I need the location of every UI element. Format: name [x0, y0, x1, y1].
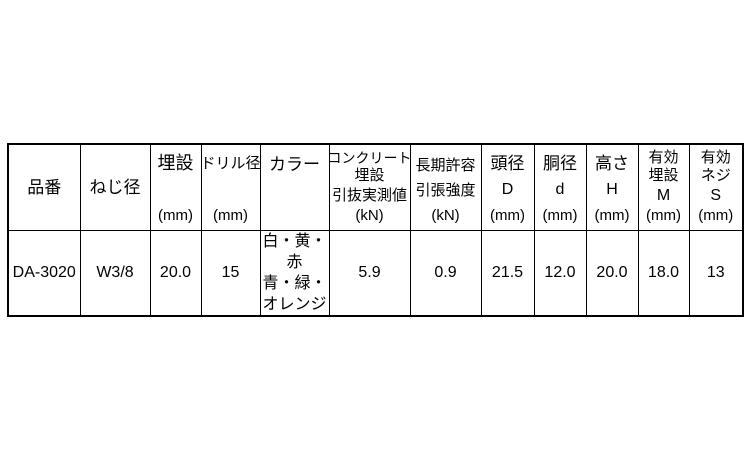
cell-part-no: DA-3020: [7, 229, 81, 316]
col-header-head-diameter: 頭径 D (mm): [480, 143, 535, 231]
cell-color-line1: 白・黄・赤: [262, 232, 327, 271]
col-header-effective-embed-line2: 埋設: [648, 167, 679, 185]
col-header-longterm-tensile: 長期許容 引張強度 (kN): [409, 143, 482, 231]
col-header-height-label: 高さ: [595, 154, 629, 174]
col-header-longterm-tensile-unit: (kN): [431, 207, 460, 225]
col-header-concrete-pullout-top: コンクリート 埋設: [329, 149, 410, 185]
col-header-concrete-pullout-line2: 埋設: [354, 167, 385, 185]
cell-height: 20.0: [585, 229, 639, 316]
col-header-screw-diameter-label: ねじ径: [89, 177, 141, 197]
col-header-body-diameter: 胴径 d (mm): [533, 143, 587, 231]
col-header-head-diameter-label: 頭径: [490, 154, 525, 174]
cell-longterm-tensile: 0.9: [409, 229, 482, 316]
col-header-part-no-label: 品番: [27, 177, 62, 197]
col-header-effective-thread-line1: 有効: [700, 149, 731, 167]
cell-embed-depth: 20.0: [149, 229, 202, 316]
cell-screw-diameter: W3/8: [79, 229, 151, 316]
spec-table: 品番 ねじ径 埋設 (mm) ドリル径 (mm): [7, 143, 744, 317]
col-header-effective-thread-line2: ネジ: [700, 167, 731, 185]
col-header-drill-diameter: ドリル径 (mm): [200, 143, 261, 231]
col-header-effective-thread-symbol: S: [710, 187, 722, 205]
cell-color-lines: 白・黄・赤 青・緑・ オレンジ: [261, 231, 328, 315]
col-header-effective-thread-top: 有効 ネジ: [701, 149, 731, 185]
col-header-height-symbol: H: [606, 181, 618, 199]
cell-drill-diameter: 15: [200, 229, 261, 316]
col-header-effective-embed-top: 有効 埋設: [648, 149, 678, 185]
col-header-color: カラー: [259, 143, 330, 231]
cell-effective-embed: 18.0: [637, 229, 690, 316]
cell-color-line2: 青・緑・: [262, 274, 327, 292]
col-header-color-label: カラー: [269, 155, 320, 175]
col-header-longterm-tensile-line2: 引張強度: [415, 182, 476, 200]
col-header-embed-depth: 埋設 (mm): [149, 143, 202, 231]
col-header-concrete-pullout-line3: 引抜実測値: [331, 187, 407, 205]
cell-color-line3: オレンジ: [262, 295, 327, 313]
col-header-height-unit: (mm): [594, 207, 630, 225]
cell-effective-thread: 13: [688, 229, 744, 316]
col-header-embed-depth-unit: (mm): [158, 207, 193, 225]
col-header-effective-embed-unit: (mm): [646, 207, 681, 225]
col-header-effective-embed-symbol: M: [656, 187, 671, 205]
col-header-concrete-pullout-unit: (kN): [355, 207, 384, 225]
col-header-concrete-pullout-line1: コンクリート: [329, 150, 410, 167]
col-header-effective-thread: 有効 ネジ S (mm): [688, 143, 744, 231]
col-header-embed-depth-label: 埋設: [157, 153, 194, 174]
cell-body-diameter: 12.0: [533, 229, 587, 316]
col-header-body-diameter-label: 胴径: [543, 154, 577, 174]
col-header-effective-thread-unit: (mm): [698, 207, 734, 225]
col-header-effective-embed-line1: 有効: [648, 149, 679, 167]
col-header-concrete-pullout: コンクリート 埋設 引抜実測値 (kN): [328, 143, 411, 231]
col-header-height: 高さ H (mm): [585, 143, 639, 231]
col-header-effective-embed: 有効 埋設 M (mm): [637, 143, 690, 231]
col-header-body-diameter-unit: (mm): [542, 207, 578, 225]
col-header-longterm-tensile-line1: 長期許容: [415, 157, 476, 175]
cell-head-diameter: 21.5: [480, 229, 535, 316]
col-header-drill-diameter-label: ドリル径: [201, 155, 260, 173]
table-row: DA-3020 W3/8 20.0 15 白・黄・赤 青・緑・ オレンジ 5.9…: [7, 229, 744, 316]
cell-pullout-measured: 5.9: [328, 229, 411, 316]
col-header-part-no: 品番: [7, 143, 81, 231]
col-header-screw-diameter: ねじ径: [79, 143, 151, 231]
col-header-head-diameter-symbol: D: [501, 181, 514, 199]
col-header-head-diameter-unit: (mm): [490, 207, 525, 225]
header-row: 品番 ねじ径 埋設 (mm) ドリル径 (mm): [7, 143, 744, 231]
col-header-body-diameter-symbol: d: [555, 181, 565, 199]
cell-color: 白・黄・赤 青・緑・ オレンジ: [259, 229, 330, 316]
col-header-drill-diameter-unit: (mm): [213, 207, 248, 225]
